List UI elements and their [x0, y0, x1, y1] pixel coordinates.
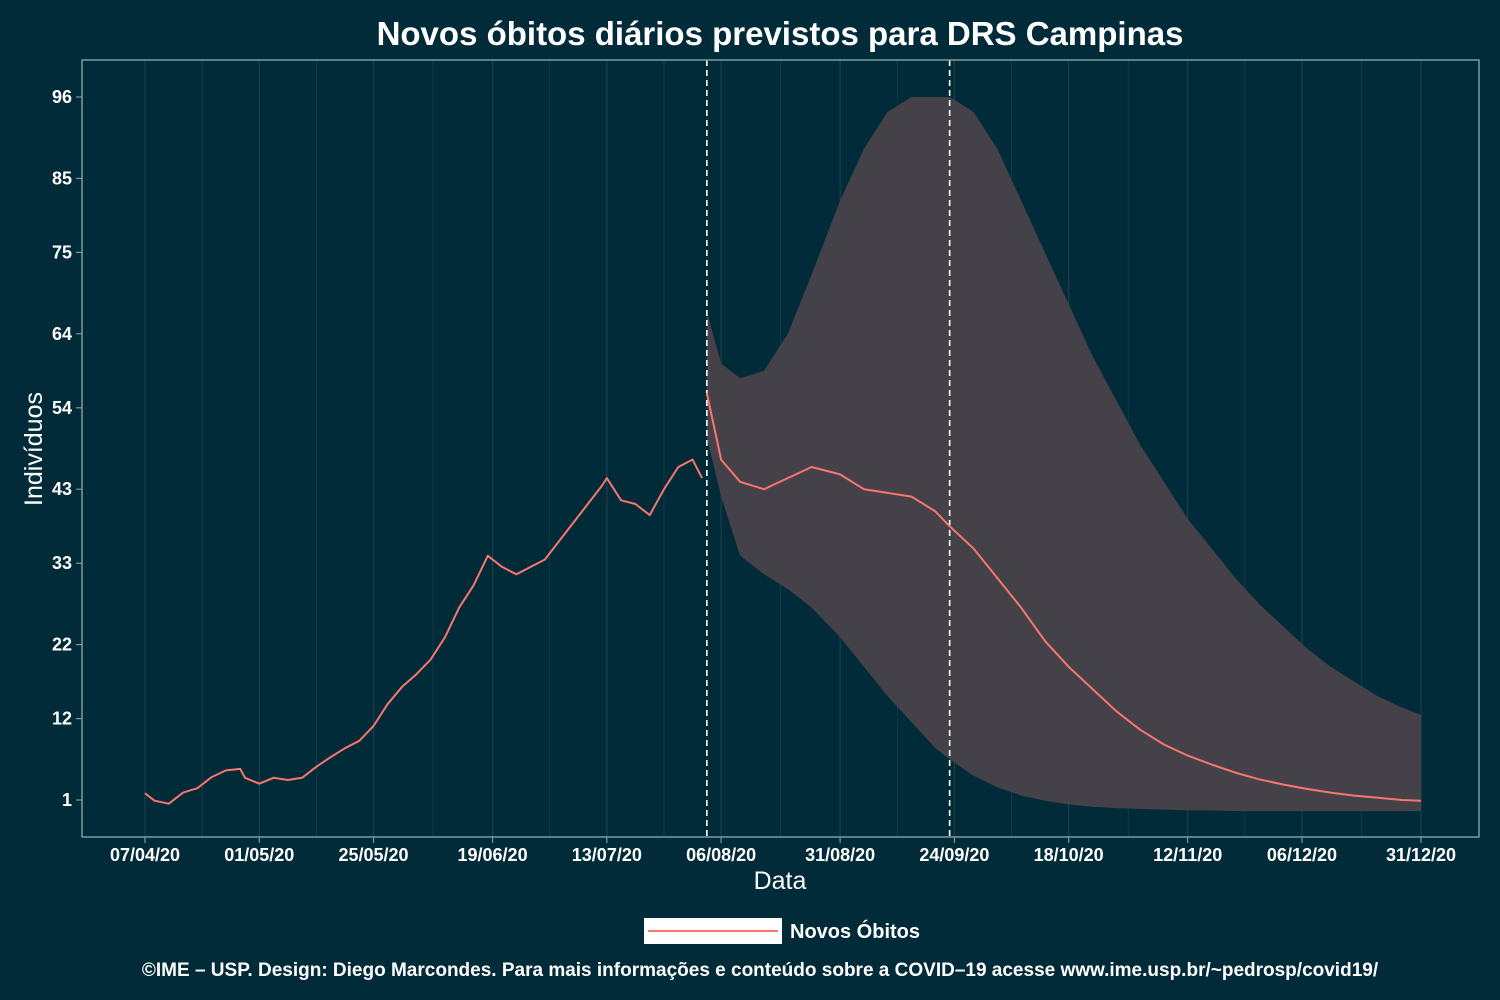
x-axis-label: Data	[754, 867, 807, 895]
x-tick-label: 31/12/20	[1386, 845, 1456, 865]
y-axis-ticks: 1 12 22 33 43 54 64 75 85 96	[52, 87, 82, 810]
x-tick-label: 19/06/20	[458, 845, 528, 865]
legend-label: Novos Óbitos	[790, 919, 920, 943]
y-tick-label: 54	[52, 398, 72, 418]
x-tick-label: 18/10/20	[1034, 845, 1104, 865]
y-axis-label: Indivíduos	[20, 392, 48, 506]
observed-deaths-line	[144, 458, 703, 805]
prediction-interval	[706, 97, 1421, 812]
x-tick-label: 06/12/20	[1267, 845, 1337, 865]
y-tick-label: 85	[52, 168, 72, 188]
chart-title: Novos óbitos diários previstos para DRS …	[377, 15, 1184, 52]
x-tick-label: 24/09/20	[919, 845, 989, 865]
plot-frame	[81, 59, 1480, 838]
x-tick-label: 13/07/20	[572, 845, 642, 865]
y-tick-label: 43	[52, 479, 72, 499]
x-tick-label: 01/05/20	[224, 845, 294, 865]
prediction-interval-band	[706, 97, 1421, 812]
x-tick-label: 25/05/20	[338, 845, 408, 865]
legend: Novos Óbitos	[644, 918, 920, 944]
x-tick-label: 07/04/20	[110, 845, 180, 865]
y-tick-label: 96	[52, 87, 72, 107]
y-tick-label: 1	[62, 790, 72, 810]
x-axis-ticks: 07/04/20 01/05/20 25/05/20 19/06/20 13/07/20…	[110, 837, 1456, 865]
y-tick-label: 75	[52, 242, 72, 262]
y-tick-label: 22	[52, 635, 72, 655]
x-tick-label: 06/08/20	[686, 845, 756, 865]
forecast-deaths-line	[705, 392, 1422, 802]
x-tick-label: 12/11/20	[1153, 845, 1222, 865]
series-lines	[144, 392, 1422, 805]
y-tick-label: 12	[52, 709, 72, 729]
x-tick-label: 31/08/20	[805, 845, 875, 865]
caption: ©IME – USP. Design: Diego Marcondes. Par…	[142, 960, 1379, 981]
y-tick-label: 33	[52, 553, 72, 573]
y-tick-label: 64	[52, 324, 72, 344]
